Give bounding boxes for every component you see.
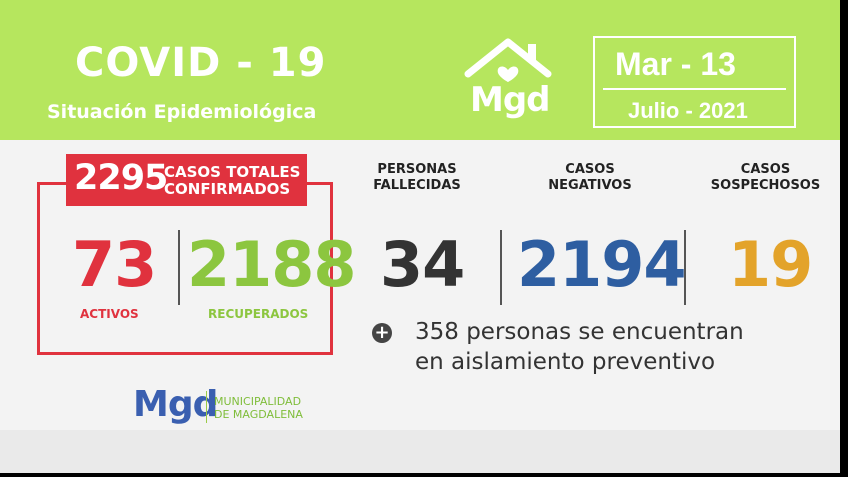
page-subtitle: Situación Epidemiológica <box>47 101 317 123</box>
recovered-cases-label: RECUPERADOS <box>208 307 309 321</box>
isolation-note: 358 personas se encuentran en aislamient… <box>415 317 744 377</box>
active-cases-label: ACTIVOS <box>80 307 139 321</box>
recovered-cases-value: 2188 <box>187 228 357 301</box>
header-banner: COVID - 19 Situación Epidemiológica Mgd … <box>0 0 840 140</box>
deceased-header-line2: FALLECIDAS <box>373 178 461 193</box>
deceased-value: 34 <box>380 228 465 301</box>
deceased-header: PERSONAS FALLECIDAS <box>357 162 477 194</box>
negative-header-line1: CASOS <box>565 162 615 177</box>
footer-org-line1: MUNICIPALIDAD <box>214 395 302 408</box>
divider <box>178 230 180 305</box>
footer-logo: Mgd <box>133 384 218 425</box>
confirmed-total-label: CASOS TOTALES CONFIRMADOS <box>164 164 300 198</box>
negative-header-line2: NEGATIVOS <box>548 178 632 193</box>
footer-org-name: MUNICIPALIDAD DE MAGDALENA <box>214 395 303 421</box>
negative-header: CASOS NEGATIVOS <box>530 162 650 194</box>
footer-band <box>0 430 840 473</box>
header-logo-text: Mgd <box>470 80 551 120</box>
confirmed-label-line2: CONFIRMADOS <box>164 180 291 198</box>
footer-org-line2: DE MAGDALENA <box>214 408 303 421</box>
isolation-line2: en aislamiento preventivo <box>415 349 716 375</box>
negative-value: 2194 <box>517 228 687 301</box>
date-divider <box>603 88 786 90</box>
divider <box>684 230 686 305</box>
date-day: Mar - 13 <box>615 46 736 82</box>
plus-circle-icon: + <box>372 323 392 343</box>
isolation-line1: 358 personas se encuentran <box>415 319 744 345</box>
active-cases-value: 73 <box>72 228 157 301</box>
suspected-header-line1: CASOS <box>740 162 791 177</box>
divider <box>500 230 502 305</box>
footer-divider <box>206 391 207 423</box>
confirmed-total-value: 2295 <box>74 158 168 198</box>
confirmed-label-line1: CASOS TOTALES <box>164 163 301 181</box>
home-heart-icon <box>464 38 552 82</box>
suspected-header-line2: SOSPECHOSOS <box>710 178 821 193</box>
suspected-header: CASOS SOSPECHOSOS <box>703 162 828 194</box>
date-month: Julio - 2021 <box>628 98 748 123</box>
suspected-value: 19 <box>728 228 813 301</box>
deceased-header-line1: PERSONAS <box>377 162 457 177</box>
date-box: Mar - 13 Julio - 2021 <box>593 36 796 128</box>
confirmed-total-badge: 2295 CASOS TOTALES CONFIRMADOS <box>66 154 307 206</box>
page-title: COVID - 19 <box>75 40 327 86</box>
